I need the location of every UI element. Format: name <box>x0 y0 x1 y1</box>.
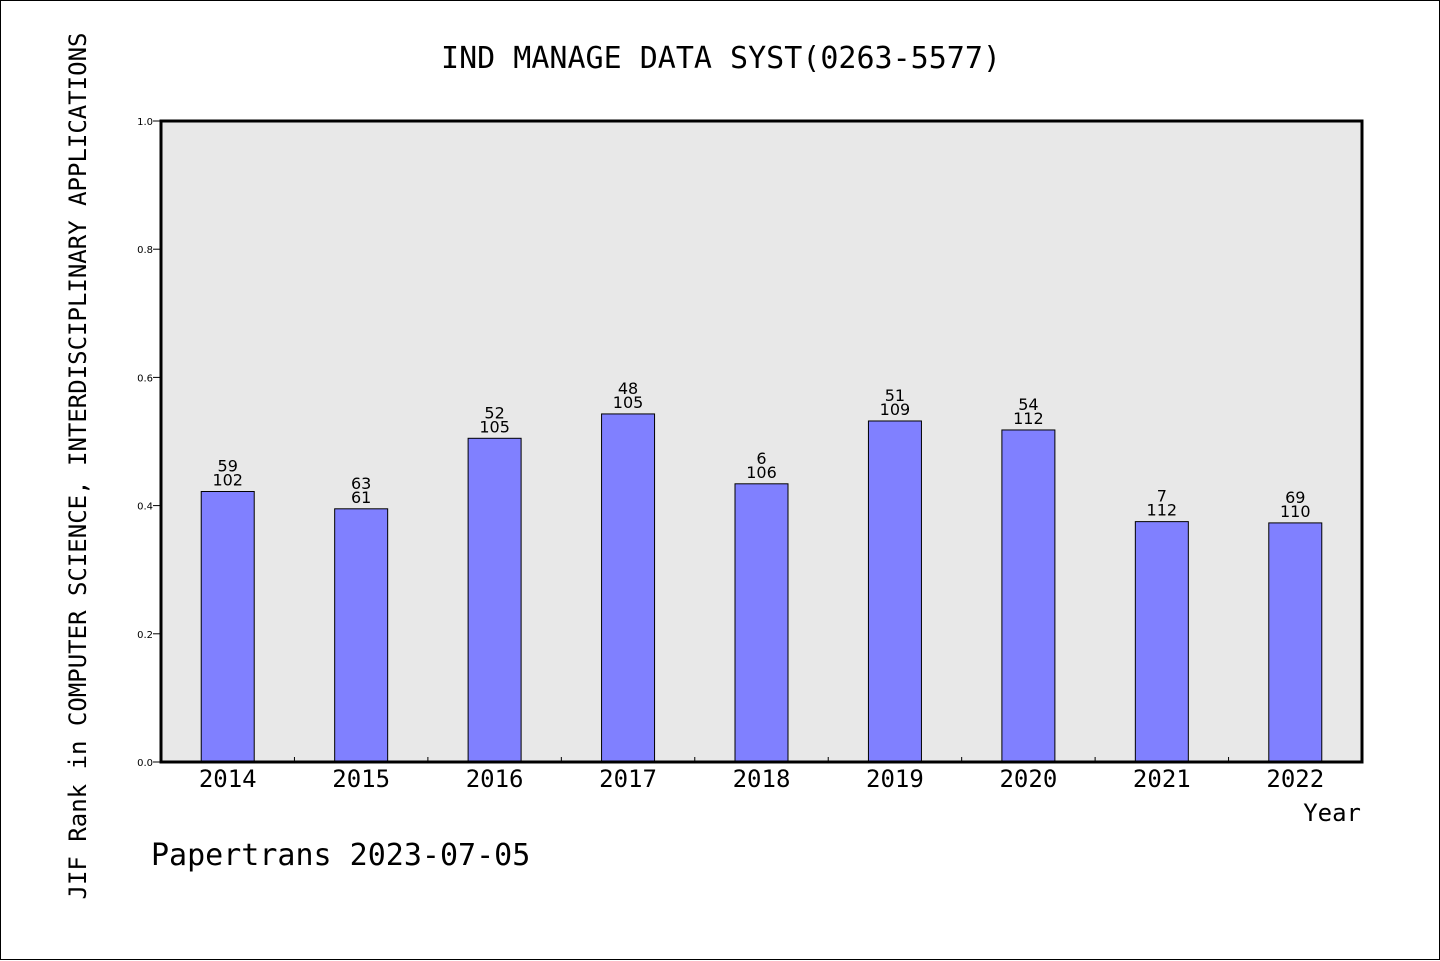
x-tick-label: 2018 <box>733 765 791 793</box>
x-tick-label: 2021 <box>1133 765 1191 793</box>
x-tick-label: 2015 <box>332 765 390 793</box>
footer-credit: Papertrans 2023-07-05 <box>151 838 530 873</box>
y-tick-label: 1.0 <box>137 117 153 128</box>
x-tick-label: 2014 <box>199 765 257 793</box>
bar-total-label: 102 <box>212 470 243 489</box>
bar-rank-label: 6 <box>756 449 766 468</box>
bar-series <box>200 413 1323 763</box>
x-tick-label: 2022 <box>1266 765 1324 793</box>
bar-2014 <box>200 490 255 763</box>
bar-total-label: 112 <box>1013 409 1044 428</box>
plot-border <box>159 119 1364 764</box>
y-tick-label: 0.8 <box>137 245 153 256</box>
bar-total-label: 105 <box>613 393 644 412</box>
x-tick-label: 2017 <box>599 765 657 793</box>
x-tick-label: 2019 <box>866 765 924 793</box>
bar-total-label: 106 <box>746 463 777 482</box>
bar-total-label: 109 <box>880 400 911 419</box>
y-axis-label: JIF Rank in COMPUTER SCIENCE, INTERDISCI… <box>64 33 92 900</box>
bar-2022 <box>1268 522 1323 763</box>
bar-2015 <box>334 508 389 763</box>
bar-2018 <box>734 483 789 763</box>
y-tick-label: 0.2 <box>137 630 153 641</box>
bar-2019 <box>867 420 922 763</box>
bar-total-label: 105 <box>479 417 510 436</box>
bar-rank-label: 7 <box>1157 487 1167 506</box>
chart-title: IND MANAGE DATA SYST(0263-5577) <box>441 41 1001 76</box>
y-axis: 0.0 0.2 0.4 0.6 0.8 1.0 <box>137 117 161 769</box>
x-axis-label: Year <box>1303 799 1361 827</box>
bar-rank-label: 51 <box>885 386 905 405</box>
y-tick-label: 0.0 <box>137 758 153 769</box>
bar-2020 <box>1001 429 1056 763</box>
bar-total-label: 110 <box>1280 502 1311 521</box>
bar-rank-label: 54 <box>1018 395 1038 414</box>
bar-2017 <box>601 413 656 763</box>
bar-rank-label: 59 <box>218 456 238 475</box>
bar-total-label: 61 <box>351 488 371 507</box>
x-tick-label: 2016 <box>466 765 524 793</box>
y-tick-label: 0.4 <box>137 502 153 513</box>
x-axis: 2014 2015 2016 2017 2018 2019 2020 2021 2022 <box>199 757 1324 793</box>
bar-rank-label: 63 <box>351 474 371 493</box>
y-tick-label: 0.6 <box>137 373 153 384</box>
x-tick-label: 2020 <box>999 765 1057 793</box>
bar-rank-label: 52 <box>484 403 504 422</box>
bar-rank-label: 69 <box>1285 488 1305 507</box>
bar-rank-label: 48 <box>618 379 638 398</box>
bar-2016 <box>467 437 522 763</box>
bar-total-label: 112 <box>1147 501 1178 520</box>
bar-2021 <box>1134 521 1189 763</box>
